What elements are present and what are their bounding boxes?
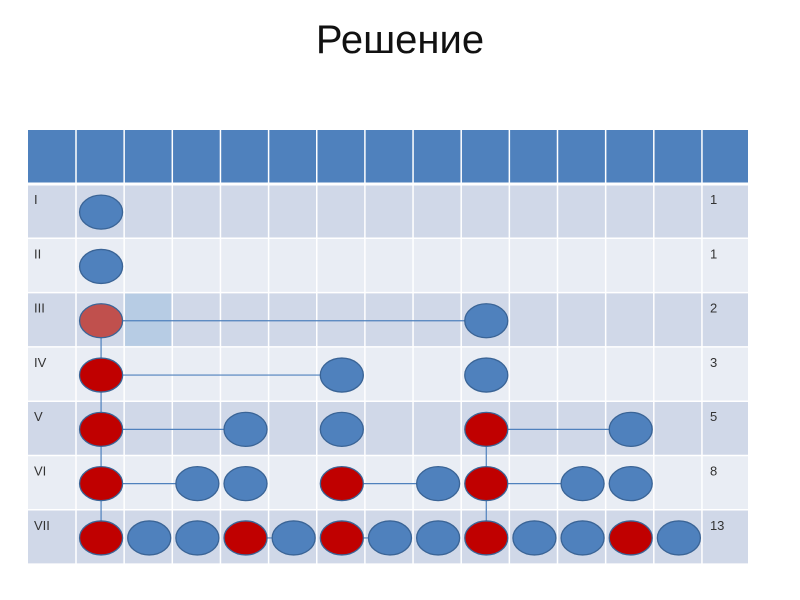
table-header (28, 130, 748, 184)
circle-layer (78, 194, 702, 556)
row-count: 1 (710, 246, 717, 261)
circle-faded-red (78, 303, 124, 339)
row-count: 5 (710, 409, 717, 424)
slide-title: Решение (315, 18, 485, 62)
circle-blue (367, 520, 413, 556)
circle-red (319, 465, 364, 502)
row-label: IV (34, 355, 47, 370)
row-labels: I 1 II 1 III 2 IV 3 V 5 VI 8 VII 13 (34, 192, 724, 533)
circle-blue (319, 411, 364, 448)
circle-blue (464, 357, 509, 393)
circle-blue (175, 520, 220, 556)
row-label: VI (34, 464, 46, 479)
circle-blue (512, 520, 557, 556)
row-count: 3 (710, 355, 717, 370)
circle-red (464, 411, 509, 448)
highlighted-cell (125, 293, 172, 346)
circle-blue (608, 411, 653, 448)
circle-blue (560, 520, 605, 556)
row-count: 13 (710, 518, 724, 533)
circle-blue (175, 465, 220, 502)
circle-blue (560, 465, 605, 502)
circle-red (78, 357, 124, 393)
circle-blue (223, 465, 268, 502)
table-row (28, 238, 748, 293)
row-count: 2 (710, 301, 717, 316)
circle-blue (464, 303, 509, 339)
circle-blue (415, 520, 461, 556)
row-label: II (34, 246, 41, 261)
row-count: 1 (710, 192, 717, 207)
circle-red (78, 465, 124, 502)
row-label: VII (34, 518, 50, 533)
circle-blue (271, 520, 316, 556)
circle-blue (656, 520, 702, 556)
table-row (28, 346, 748, 402)
row-label: V (34, 409, 43, 424)
row-count: 8 (710, 464, 717, 479)
circle-blue (319, 357, 364, 393)
circle-red (78, 411, 124, 448)
circle-red (464, 520, 509, 556)
circle-blue (78, 248, 124, 285)
circle-blue (608, 465, 653, 502)
circle-blue (78, 194, 124, 230)
row-label: I (34, 192, 38, 207)
circle-red (223, 520, 268, 556)
circle-blue (415, 465, 461, 502)
circle-red (608, 520, 653, 556)
table-grid-lines (28, 130, 748, 565)
table-row (28, 184, 748, 239)
row-label: III (34, 301, 45, 316)
circle-red (464, 465, 509, 502)
circle-blue (223, 411, 268, 448)
circle-blue (127, 520, 172, 556)
circle-red (78, 520, 124, 556)
circle-red (319, 520, 364, 556)
